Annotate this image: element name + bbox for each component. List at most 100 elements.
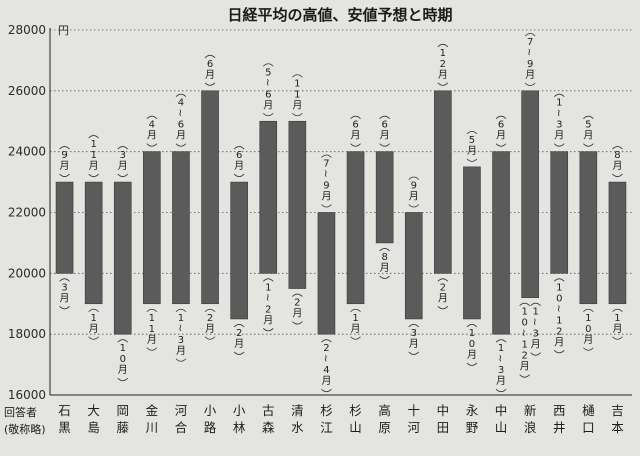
timing-char: 4 — [178, 98, 184, 109]
range-bar — [404, 212, 423, 320]
y-tick-label: 28000 — [8, 23, 46, 37]
range-bar — [579, 151, 598, 305]
timing-char: 月 — [234, 160, 244, 172]
high-timing-label: 6月 — [379, 115, 390, 147]
timing-char: 3 — [120, 150, 126, 161]
timing-char: 月 — [520, 361, 530, 373]
timing-char: 月 — [263, 314, 273, 326]
timing-char: 6 — [352, 120, 358, 131]
timing-char: 月 — [496, 375, 506, 387]
timing-char: 8 — [614, 150, 620, 161]
low-timing-label: 10月 — [117, 339, 129, 382]
high-timing-label: 7~9月 — [319, 154, 332, 208]
timing-char: 1 — [294, 89, 300, 100]
timing-char: ~ — [518, 328, 529, 336]
name-char: 中 — [495, 403, 508, 418]
high-timing-label: 4月 — [146, 115, 158, 147]
name-char: 杉 — [349, 403, 362, 418]
high-timing-label: 9月 — [408, 176, 420, 208]
timing-char: ~ — [261, 293, 272, 301]
respondent-name: 西井 — [553, 403, 566, 435]
name-char: 島 — [87, 420, 100, 435]
high-timing-label: 12月 — [437, 43, 449, 86]
timing-char: 月 — [60, 292, 70, 304]
respondent-name: 吉本 — [611, 403, 624, 435]
timing-char: 1 — [521, 340, 527, 351]
timing-char: 月 — [292, 99, 302, 111]
name-char: 本 — [611, 420, 624, 435]
name-char: 小 — [204, 403, 217, 418]
respondent-name: 石黒 — [58, 403, 71, 435]
range-bar — [346, 151, 365, 305]
y-tick-label: 20000 — [8, 266, 46, 280]
timing-char: 0 — [469, 339, 475, 350]
high-timing-label: 7~9月 — [523, 33, 536, 86]
range-bar — [375, 151, 394, 244]
timing-char: 1 — [149, 324, 155, 335]
timing-char: 2 — [440, 59, 446, 70]
timing-char: 月 — [438, 292, 448, 304]
name-char: 岡 — [116, 403, 129, 418]
timing-char: 4 — [323, 365, 329, 376]
timing-char: 月 — [263, 99, 273, 111]
timing-char: 1 — [440, 48, 446, 59]
low-timing-label: 1~3月 — [174, 308, 187, 362]
timing-char: 1 — [352, 313, 358, 324]
respondent-name: 新浪 — [524, 403, 537, 435]
timing-char: ~ — [523, 48, 534, 56]
respondent-name: 大島 — [87, 403, 100, 435]
name-char: 黒 — [58, 420, 71, 435]
name-char: 清 — [291, 403, 304, 418]
low-timing-label: 1月 — [88, 308, 99, 340]
range-bars — [55, 90, 627, 335]
timing-char: 3 — [61, 282, 67, 293]
name-char: 路 — [204, 420, 217, 435]
low-timing-label: 3月 — [408, 324, 420, 355]
timing-char: 月 — [60, 160, 70, 172]
high-timing-label: 11月 — [88, 135, 99, 177]
y-tick-label: 18000 — [8, 327, 46, 341]
timing-char: 3 — [556, 120, 562, 131]
timing-char: 6 — [498, 120, 504, 131]
timing-char: 6 — [178, 120, 184, 131]
timing-char: 月 — [554, 130, 564, 142]
high-timing-label: 5月 — [466, 130, 478, 162]
range-bar — [608, 181, 627, 305]
timing-char: 2 — [556, 326, 562, 337]
name-char: 浪 — [524, 420, 537, 435]
timing-char: 月 — [147, 130, 157, 142]
timing-char: 0 — [556, 293, 562, 304]
high-timing-label: 6月 — [350, 115, 361, 147]
name-char: 杉 — [320, 403, 333, 418]
timing-char: 4 — [149, 120, 155, 131]
timing-char: 1 — [521, 307, 527, 318]
y-tick-label: 24000 — [8, 145, 46, 159]
name-char: 水 — [291, 420, 304, 435]
timing-char: 月 — [380, 262, 390, 274]
respondent-name: 清水 — [291, 403, 304, 435]
range-bar — [550, 151, 569, 274]
y-unit-label: 円 — [58, 24, 69, 37]
range-bar — [113, 181, 132, 335]
range-bar — [230, 181, 248, 320]
timing-char: 月 — [118, 160, 128, 172]
timing-char: ~ — [174, 108, 185, 116]
range-bar — [55, 181, 74, 274]
high-timing-label: 8月 — [612, 146, 623, 177]
high-timing-label: 4~6月 — [174, 93, 187, 147]
timing-char: 月 — [351, 130, 361, 142]
name-char: 山 — [495, 420, 508, 435]
timing-char: 1 — [294, 78, 300, 89]
timing-char: 月 — [321, 191, 331, 203]
name-char: 高 — [378, 403, 391, 418]
timing-char: 9 — [411, 181, 417, 192]
name-char: 森 — [262, 420, 275, 435]
timing-char: 月 — [205, 69, 215, 81]
timing-char: 月 — [554, 336, 564, 348]
timing-char: 2 — [294, 298, 300, 309]
high-timing-label: 5~6月 — [261, 63, 274, 117]
timing-char: ~ — [494, 354, 505, 362]
